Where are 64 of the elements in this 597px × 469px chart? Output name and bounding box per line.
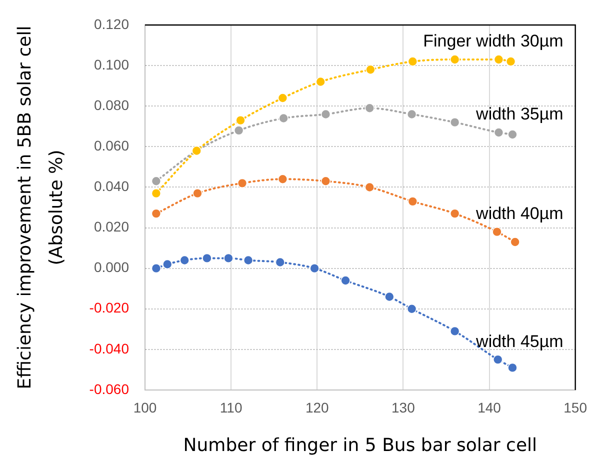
y-tick-label: 0.080 bbox=[94, 96, 130, 113]
series-label: width 45µm bbox=[475, 332, 564, 351]
y-tick-label: 0.060 bbox=[94, 138, 130, 154]
x-tick-label: 150 bbox=[564, 399, 588, 416]
point bbox=[310, 263, 320, 274]
y-tick-label: 0.000 bbox=[94, 259, 130, 276]
point bbox=[366, 64, 376, 75]
point bbox=[236, 115, 246, 126]
point bbox=[450, 326, 460, 336]
point bbox=[492, 226, 502, 237]
point bbox=[450, 208, 460, 218]
y-tick-label: 0.120 bbox=[94, 16, 130, 32]
series-label: width 40µm bbox=[475, 204, 564, 224]
point bbox=[406, 109, 417, 120]
point bbox=[364, 182, 375, 192]
series-label: width 35µm bbox=[475, 104, 564, 124]
point bbox=[408, 56, 418, 66]
point bbox=[234, 126, 244, 136]
point bbox=[406, 304, 417, 314]
point bbox=[243, 255, 254, 266]
x-axis-title: Number of finger in 5 Bus bar solar cell bbox=[183, 434, 538, 456]
point bbox=[202, 253, 212, 264]
point bbox=[151, 188, 162, 198]
point bbox=[408, 196, 418, 206]
y-tick-label: 0.040 bbox=[94, 178, 130, 194]
point bbox=[364, 103, 375, 114]
point bbox=[151, 208, 162, 218]
y-tick-label: 0.020 bbox=[94, 218, 130, 235]
y-tick-label: -0.040 bbox=[89, 340, 130, 356]
point bbox=[278, 113, 288, 124]
x-tick-label: 130 bbox=[392, 399, 416, 416]
point bbox=[192, 188, 202, 198]
point bbox=[450, 54, 460, 64]
y-axis-title: Efficiency improvement in 5BB solar cell (Absolute %) bbox=[14, 26, 67, 390]
point bbox=[278, 93, 288, 103]
point bbox=[320, 176, 331, 186]
point bbox=[224, 253, 234, 264]
point bbox=[450, 117, 460, 128]
point bbox=[151, 263, 162, 274]
y-tick-label: 0.100 bbox=[94, 56, 130, 72]
point bbox=[384, 292, 394, 302]
y-tick-label: -0.060 bbox=[89, 380, 130, 397]
y-tick-label: -0.020 bbox=[89, 300, 130, 316]
point bbox=[180, 255, 190, 266]
x-tick-label: 140 bbox=[478, 399, 502, 416]
point bbox=[278, 174, 288, 184]
point bbox=[340, 276, 350, 286]
series-label: Finger width 30µm bbox=[423, 32, 564, 51]
point bbox=[237, 178, 248, 188]
point bbox=[320, 109, 331, 120]
point bbox=[275, 257, 286, 268]
x-tick-label: 100 bbox=[133, 399, 157, 416]
point bbox=[510, 237, 520, 247]
point bbox=[494, 54, 504, 64]
point bbox=[506, 56, 516, 66]
x-tick-label: 120 bbox=[305, 399, 330, 416]
point bbox=[508, 362, 518, 373]
point bbox=[508, 130, 518, 140]
point bbox=[494, 128, 504, 138]
x-tick-label: 110 bbox=[220, 399, 242, 416]
point bbox=[316, 76, 326, 87]
point bbox=[151, 176, 162, 186]
point bbox=[492, 354, 503, 364]
point bbox=[162, 259, 172, 270]
